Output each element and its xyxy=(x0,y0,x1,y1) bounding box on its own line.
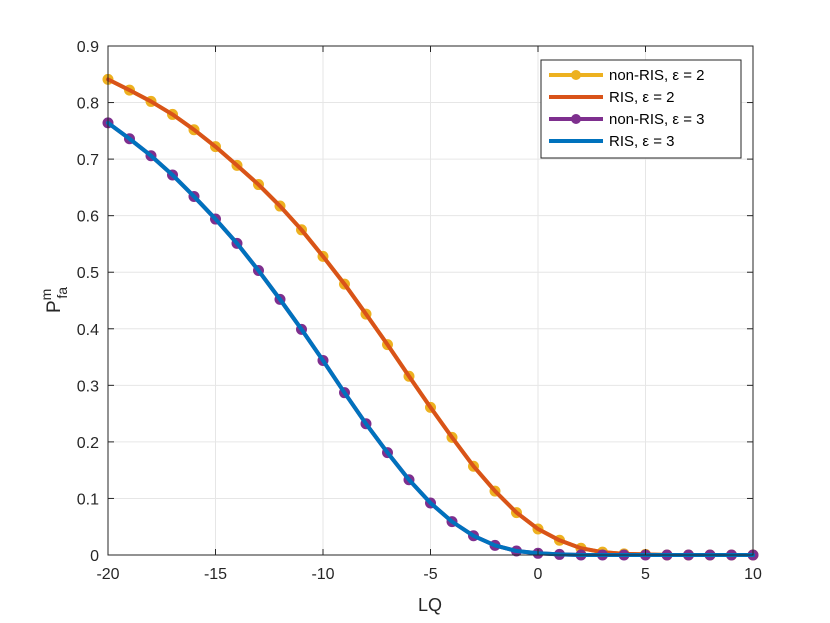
y-tick-label: 0.8 xyxy=(77,96,99,113)
y-axis-label-sub: fa xyxy=(54,287,70,299)
legend: non-RIS, ε = 2 RIS, ε = 2 non-RIS, ε = 3 RI… xyxy=(540,59,742,159)
y-tick-label: 0.1 xyxy=(77,491,99,508)
legend-entry-label: RIS, ε = 2 xyxy=(609,89,674,106)
y-tick-label: 0.9 xyxy=(77,39,99,56)
legend-swatch-marker xyxy=(571,114,581,124)
x-tick-label: -20 xyxy=(96,566,119,583)
y-tick-label: 0.5 xyxy=(77,265,99,282)
axis-ticks xyxy=(107,45,754,556)
x-tick-label: -10 xyxy=(311,566,334,583)
y-axis-label: Pmfa xyxy=(38,287,70,313)
y-tick-label: 0.7 xyxy=(77,152,99,169)
x-tick-label: 10 xyxy=(744,566,762,583)
y-tick-label: 0.2 xyxy=(77,435,99,452)
svg-text:Pmfa: Pmfa xyxy=(38,287,70,313)
x-axis-label: LQ xyxy=(418,595,442,615)
x-tick-label: 0 xyxy=(534,566,543,583)
x-tick-label: -15 xyxy=(204,566,227,583)
y-axis-label-sup: m xyxy=(38,289,54,301)
tick-labels: -20 -15 -10 -5 0 5 10 0 0.1 0.2 0.3 0.4 0.5 0.6 0.7 0.8… xyxy=(77,39,762,583)
y-tick-label: 0.4 xyxy=(77,322,99,339)
legend-entry-label: non-RIS, ε = 3 xyxy=(609,111,705,128)
y-axis-label-main: P xyxy=(44,300,65,313)
y-tick-label: 0 xyxy=(90,548,99,565)
legend-entry-label: RIS, ε = 3 xyxy=(609,133,674,150)
y-tick-label: 0.3 xyxy=(77,378,99,395)
x-tick-label: -5 xyxy=(423,566,437,583)
x-tick-label: 5 xyxy=(641,566,650,583)
legend-swatch-marker xyxy=(571,70,581,80)
legend-entry-label: non-RIS, ε = 2 xyxy=(609,67,705,84)
y-tick-label: 0.6 xyxy=(77,209,99,226)
